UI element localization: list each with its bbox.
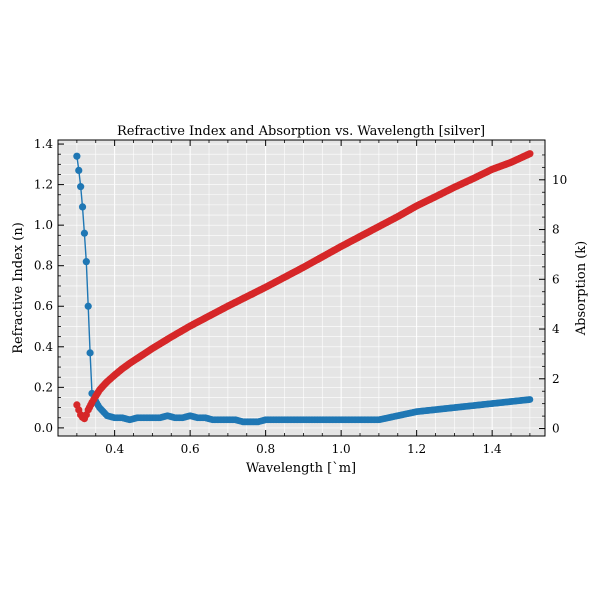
x-tick-label: 0.4 <box>105 442 124 456</box>
series-n <box>73 152 534 426</box>
y-right-tick-label: 6 <box>552 272 560 286</box>
y-axis-left-ticks: 0.0 0.2 0.4 0.6 0.8 1.0 1.2 1.4 <box>34 137 64 435</box>
y-right-tick-label: 8 <box>552 223 560 237</box>
y-axis-left-label: Refractive Index (n) <box>11 222 26 354</box>
y-axis-right-ticks: 0 2 4 6 8 10 <box>539 154 567 436</box>
grid <box>58 140 545 436</box>
series-n-point <box>86 349 94 357</box>
series-n-point <box>84 302 92 310</box>
y-left-tick-label: 0.6 <box>34 299 53 313</box>
series-n-point <box>78 203 87 211</box>
y-left-tick-label: 0.2 <box>34 380 53 394</box>
y-left-tick-label: 1.2 <box>34 178 53 192</box>
x-tick-label: 0.8 <box>256 442 275 456</box>
y-right-tick-label: 0 <box>552 422 560 436</box>
y-left-tick-label: 0.0 <box>34 421 53 435</box>
series-n-point <box>75 166 83 175</box>
x-axis-ticks: 0.4 0.6 0.8 1.0 1.2 1.4 <box>76 140 531 456</box>
y-left-tick-label: 1.4 <box>34 137 53 151</box>
y-right-tick-label: 2 <box>552 372 560 386</box>
chart-title: Refractive Index and Absorption vs. Wave… <box>117 124 485 139</box>
series-n-point <box>82 258 90 266</box>
x-tick-label: 1.2 <box>407 442 426 456</box>
plot-area <box>58 140 545 436</box>
y-left-tick-label: 0.4 <box>34 340 53 354</box>
x-tick-label: 1.4 <box>483 442 502 456</box>
plot-frame <box>57 139 546 437</box>
x-axis-label: Wavelength [`m] <box>246 461 356 476</box>
series-k-point <box>526 150 534 158</box>
series-n-point <box>73 152 81 160</box>
series-k <box>73 150 534 423</box>
y-left-tick-label: 0.8 <box>34 259 53 273</box>
y-right-tick-label: 4 <box>552 322 560 336</box>
y-axis-right-label: Absorption (k) <box>574 241 589 336</box>
y-left-tick-label: 1.0 <box>34 218 53 232</box>
series-n-point <box>77 183 85 191</box>
series-n-point <box>526 396 534 403</box>
y-right-tick-label: 10 <box>552 173 567 187</box>
x-tick-label: 0.6 <box>181 442 200 456</box>
x-tick-label: 1.0 <box>332 442 351 456</box>
series-n-point <box>80 229 89 237</box>
